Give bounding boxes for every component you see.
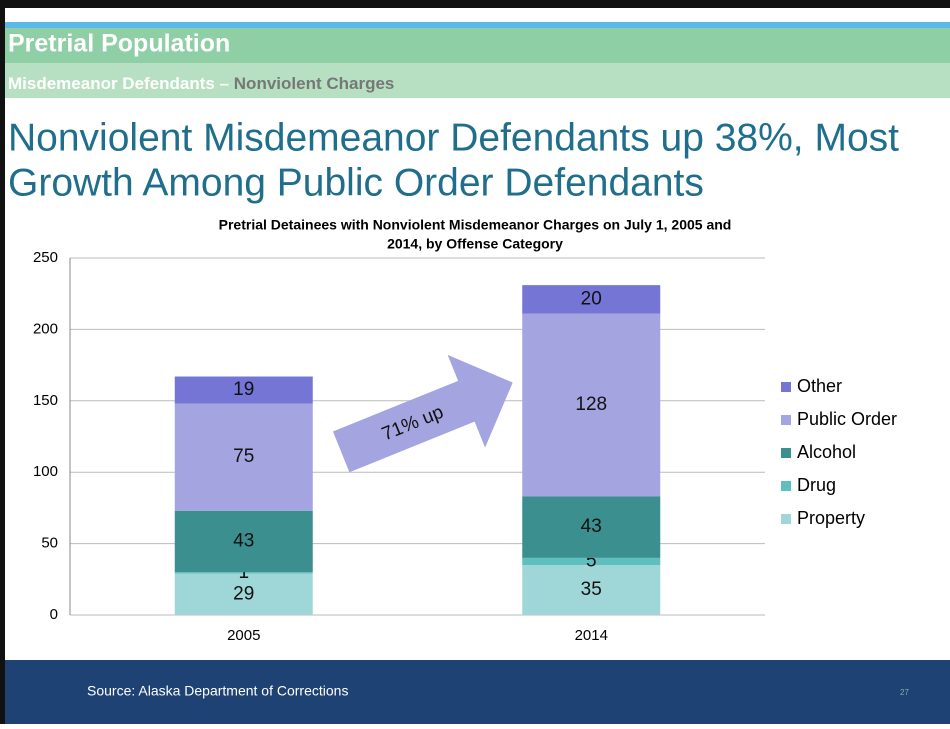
data-label: 43: [233, 530, 254, 551]
y-tick-label: 250: [33, 249, 58, 266]
data-label: 20: [581, 288, 602, 309]
bar-segment: [522, 313, 661, 497]
bar-segment: [522, 565, 661, 615]
data-label: 75: [233, 446, 254, 467]
arrow-shape: [332, 354, 513, 473]
legend-label: Alcohol: [797, 442, 856, 462]
bar-segment: [174, 376, 313, 404]
header-accent: [5, 22, 950, 28]
bar-segment: [522, 557, 661, 566]
data-label: 35: [581, 579, 602, 600]
legend-swatch: [781, 481, 791, 491]
page-number: 27: [900, 688, 909, 697]
legend-label: Public Order: [797, 409, 897, 429]
frame-top: [0, 0, 950, 8]
subheader-part: Nonviolent Charges: [234, 74, 395, 93]
bar-segment: [174, 403, 313, 511]
slide-title: Growth Among Public Order Defendants: [8, 161, 704, 204]
header: Pretrial Population: [8, 30, 230, 58]
legend-swatch: [781, 382, 791, 392]
data-label: 1: [238, 562, 249, 583]
data-label: 128: [575, 394, 607, 415]
y-tick-label: 100: [33, 463, 58, 480]
y-tick-label: 0: [50, 606, 58, 623]
data-label: 19: [233, 379, 254, 400]
header-band: [5, 28, 950, 63]
x-tick-label: 2005: [227, 627, 260, 644]
bar-segment: [174, 510, 313, 573]
y-tick-label: 150: [33, 392, 58, 409]
bar-segment: [174, 572, 313, 574]
legend-swatch: [781, 448, 791, 458]
slide-title: Nonviolent Misdemeanor Defendants up 38%…: [8, 116, 899, 159]
x-tick-label: 2014: [575, 627, 608, 644]
bar-segment: [174, 573, 313, 615]
data-label: 43: [581, 516, 602, 537]
data-label: 5: [586, 550, 597, 571]
y-tick-label: 200: [33, 320, 58, 337]
chart-title: 2014, by Offense Category: [387, 236, 563, 252]
footer-band: [0, 660, 950, 724]
legend-label: Property: [797, 508, 865, 528]
plot: 0 50 100 150 200 250 2005 291 43 75 19 2014 35 5 43 128…: [33, 249, 897, 644]
legend-swatch: [781, 415, 791, 425]
source: Source: Alaska Department of Corrections: [87, 683, 348, 699]
subheader-part: Misdemeanor Defendants –: [8, 74, 234, 93]
chart-title: Pretrial Detainees with Nonviolent Misde…: [219, 217, 732, 233]
legend-swatch: [781, 514, 791, 524]
subheader: Misdemeanor Defendants – Nonviolent Char…: [8, 74, 394, 93]
frame-left: [0, 0, 5, 724]
legend-label: Other: [797, 376, 842, 396]
subheader-band: [5, 63, 950, 98]
legend-label: Drug: [797, 475, 836, 495]
y-tick-label: 50: [41, 535, 58, 552]
data-label: 29: [233, 583, 254, 604]
bar-segment: [522, 496, 661, 558]
frame-left: [0, 660, 5, 724]
bar-segment: [522, 285, 661, 314]
